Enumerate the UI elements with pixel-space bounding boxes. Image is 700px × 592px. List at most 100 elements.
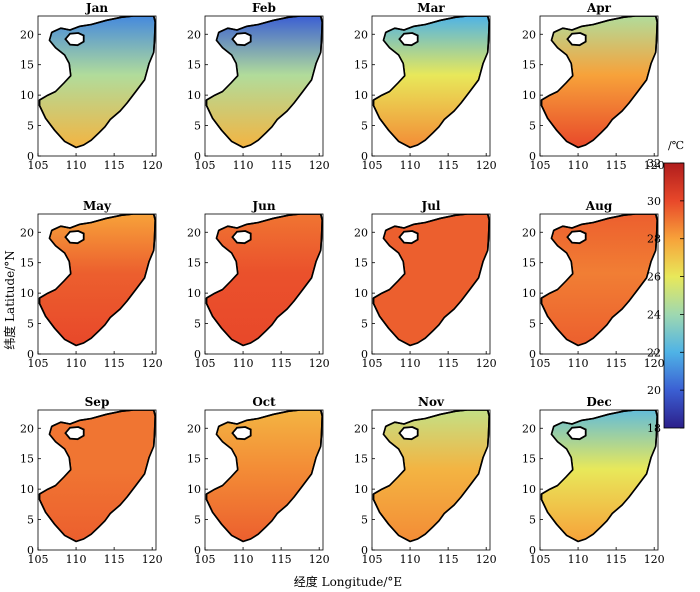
- y-tick-label: 5: [361, 120, 368, 133]
- hainan-island: [64, 32, 85, 47]
- hainan-island: [398, 32, 419, 47]
- panel-frame: [371, 15, 491, 157]
- y-tick-label: 5: [529, 514, 536, 527]
- map-area: [38, 214, 156, 354]
- x-tick-label: 110: [66, 553, 87, 566]
- y-tick-label: 20: [187, 422, 201, 435]
- y-tick-label: 20: [187, 28, 201, 41]
- x-tick-label: 105: [530, 159, 551, 172]
- x-tick-label: 110: [568, 357, 589, 370]
- x-tick-label: 115: [438, 553, 459, 566]
- borneo-philippines-land: [205, 52, 323, 156]
- y-tick-label: 20: [20, 422, 34, 435]
- y-tick-label: 0: [194, 348, 201, 361]
- borneo-philippines-land: [205, 446, 323, 550]
- coastline: [540, 410, 658, 543]
- hainan-island: [64, 426, 85, 441]
- panel-title: Mar: [417, 1, 445, 15]
- coastline: [38, 410, 156, 543]
- y-tick-label: 5: [194, 514, 201, 527]
- panel-frame: [539, 15, 659, 157]
- colorbar: /℃ 32 30 28 26 24 22 20 18: [647, 139, 685, 435]
- map-panel-jun: Jun 105 110 115 120 0 5 10 15 20: [187, 199, 330, 370]
- indochina-land: [38, 410, 71, 494]
- panel-title: Jan: [85, 1, 108, 15]
- y-tick-label: 0: [27, 544, 34, 557]
- y-tick-label: 15: [522, 59, 536, 72]
- x-tick-label: 110: [400, 357, 421, 370]
- y-tick-label: 0: [194, 544, 201, 557]
- map-area: [205, 214, 323, 354]
- panel-frame: [204, 409, 324, 551]
- map-panel-sep: Sep 105 110 115 120 0 5 10 15 20: [20, 395, 163, 566]
- x-tick-label: 105: [28, 357, 49, 370]
- coastline: [540, 214, 658, 347]
- y-tick-label: 0: [361, 348, 368, 361]
- indochina-land: [205, 16, 238, 100]
- x-tick-label: 120: [644, 357, 665, 370]
- y-tick-label: 10: [20, 287, 34, 300]
- panel-title: Nov: [418, 395, 445, 409]
- x-tick-label: 115: [271, 357, 292, 370]
- borneo-philippines-land: [540, 52, 658, 156]
- y-tick-label: 10: [20, 89, 34, 102]
- indochina-land: [372, 16, 405, 100]
- map-area: [540, 214, 658, 354]
- y-tick-label: 15: [20, 59, 34, 72]
- x-tick-label: 110: [233, 159, 254, 172]
- x-tick-label: 120: [476, 553, 497, 566]
- coastline: [372, 214, 490, 347]
- y-tick-label: 10: [522, 89, 536, 102]
- y-tick-label: 15: [354, 453, 368, 466]
- x-tick-label: 115: [104, 553, 125, 566]
- colorbar-tick-label: 28: [647, 233, 661, 246]
- panel-title: Oct: [252, 395, 276, 409]
- borneo-philippines-land: [372, 250, 490, 354]
- y-tick-label: 20: [354, 422, 368, 435]
- x-tick-label: 105: [530, 553, 551, 566]
- map-area: [540, 410, 658, 550]
- map-area: [540, 16, 658, 156]
- borneo-philippines-land: [38, 446, 156, 550]
- panel-title: May: [83, 199, 112, 213]
- x-tick-label: 120: [309, 553, 330, 566]
- y-tick-label: 20: [522, 422, 536, 435]
- y-tick-label: 10: [522, 287, 536, 300]
- panel-frame: [37, 409, 157, 551]
- x-tick-label: 115: [438, 357, 459, 370]
- indochina-land: [540, 214, 573, 298]
- y-tick-label: 5: [194, 120, 201, 133]
- map-panel-apr: Apr 105 110 115 120 0 5 10 15 20: [522, 1, 665, 172]
- panel-title: Aug: [585, 199, 613, 213]
- panel-title: Jul: [421, 199, 441, 213]
- map-panel-feb: Feb 105 110 115 120 0 5 10 15 20: [187, 1, 330, 172]
- y-tick-label: 10: [354, 89, 368, 102]
- coastline: [372, 16, 490, 149]
- borneo-philippines-land: [38, 250, 156, 354]
- x-tick-label: 110: [66, 159, 87, 172]
- x-tick-label: 110: [568, 553, 589, 566]
- borneo-philippines-land: [372, 446, 490, 550]
- x-tick-label: 105: [530, 357, 551, 370]
- map-area: [372, 16, 490, 156]
- borneo-philippines-land: [372, 52, 490, 156]
- panel-frame: [371, 213, 491, 355]
- x-tick-label: 115: [104, 159, 125, 172]
- coastline: [205, 16, 323, 149]
- y-tick-label: 5: [27, 318, 34, 331]
- y-tick-label: 0: [529, 150, 536, 163]
- panel-frame: [37, 15, 157, 157]
- map-panel-dec: Dec 105 110 115 120 0 5 10 15 20: [522, 395, 665, 566]
- map-panel-jul: Jul 105 110 115 120 0 5 10 15 20: [354, 199, 497, 370]
- x-tick-label: 120: [142, 553, 163, 566]
- colorbar-ramp: [663, 162, 685, 429]
- indochina-land: [540, 410, 573, 494]
- map-panel-aug: Aug 105 110 115 120 0 5 10 15 20: [522, 199, 665, 370]
- y-tick-label: 15: [187, 257, 201, 270]
- y-tick-label: 20: [354, 28, 368, 41]
- x-tick-label: 105: [362, 553, 383, 566]
- y-tick-label: 15: [354, 257, 368, 270]
- y-tick-label: 10: [187, 483, 201, 496]
- y-tick-label: 20: [354, 226, 368, 239]
